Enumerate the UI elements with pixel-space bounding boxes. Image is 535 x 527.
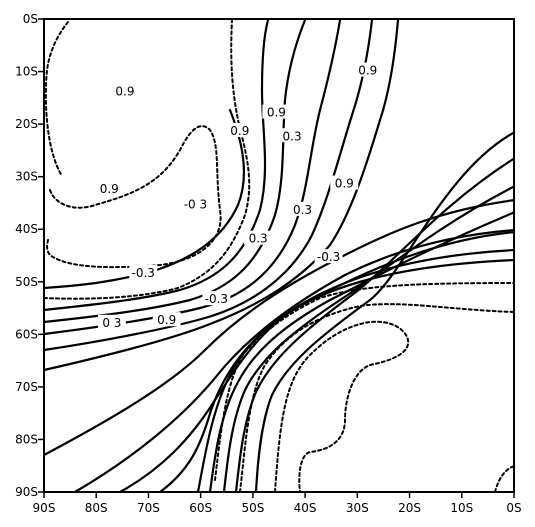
contour-line-positive bbox=[44, 108, 246, 290]
contour-line-negative bbox=[274, 320, 410, 492]
x-tick-label: 80S bbox=[85, 501, 108, 515]
contour-label-background bbox=[288, 201, 317, 216]
y-tick-label: 10S bbox=[15, 65, 38, 79]
y-tick-label: 80S bbox=[15, 432, 38, 446]
y-tick-label: 70S bbox=[15, 380, 38, 394]
contour-label-background bbox=[129, 264, 158, 279]
contour-label: 0.9 bbox=[230, 124, 249, 138]
contour-line-positive bbox=[73, 228, 514, 492]
contour-line-negative bbox=[44, 19, 251, 300]
x-tick-label: 90S bbox=[33, 501, 56, 515]
y-tick-label: 20S bbox=[15, 117, 38, 131]
contour-line-positive bbox=[44, 19, 342, 336]
contour-line-positive bbox=[222, 185, 514, 492]
contour-line-positive bbox=[44, 19, 374, 352]
contour-line-negative bbox=[46, 125, 222, 269]
contour-line-positive bbox=[196, 231, 514, 492]
contour-labels: 0.9 0.9 -0.3 0 3 0.9 -0.3 0.3 0.9 0.9 0.3 0.3 -0.3 -… bbox=[95, 62, 382, 330]
contour-label: 0.3 bbox=[293, 203, 312, 217]
contour-line-positive bbox=[208, 211, 514, 492]
contour-label: 0.9 bbox=[115, 85, 134, 99]
contour-line-negative bbox=[494, 465, 514, 492]
contour-label-background bbox=[278, 128, 307, 143]
contour-line-positive bbox=[44, 19, 270, 312]
contour-label: 0.9 bbox=[358, 64, 377, 78]
contour-label: 0.3 bbox=[249, 232, 268, 246]
contour-label: 0.9 bbox=[157, 313, 176, 327]
y-tick-label: 40S bbox=[15, 222, 38, 236]
contour-line-positive bbox=[44, 199, 514, 457]
contour-label-background bbox=[97, 314, 126, 329]
y-tick-label: 90S bbox=[15, 485, 38, 499]
contour-label: 0.9 bbox=[267, 106, 286, 120]
contour-line-positive bbox=[234, 157, 514, 492]
contour-line-negative bbox=[214, 282, 514, 481]
contour-line-positive bbox=[44, 19, 307, 324]
contour-line-negative bbox=[44, 21, 69, 177]
y-tick-label: 60S bbox=[15, 327, 38, 341]
y-tick-label: 30S bbox=[15, 170, 38, 184]
x-tick-label: 40S bbox=[294, 501, 317, 515]
contour-label: 0.9 bbox=[335, 177, 354, 191]
contour-label: 0.3 bbox=[283, 129, 302, 143]
plot-frame bbox=[43, 18, 515, 493]
contour-label-background bbox=[95, 180, 124, 195]
y-axis: 0S 10S 20S 30S 40S 50S 60S 70S 80S 90S bbox=[15, 12, 44, 499]
x-tick-label: 10S bbox=[450, 501, 473, 515]
x-tick-label: 30S bbox=[346, 501, 369, 515]
contour-label: -0.3 bbox=[132, 266, 155, 280]
contour-label: 0 3 bbox=[102, 316, 121, 330]
y-tick-label: 0S bbox=[23, 12, 38, 26]
contour-label-background bbox=[244, 230, 273, 245]
contour-label-background bbox=[262, 104, 291, 119]
x-tick-label: 70S bbox=[137, 501, 160, 515]
contour-line-positive bbox=[254, 131, 514, 492]
x-axis: 90S 80S 70S 60S 50S 40S 30S 20S 10S 0S bbox=[33, 492, 522, 515]
x-tick-label: 20S bbox=[398, 501, 421, 515]
contour-label-background bbox=[110, 83, 139, 98]
x-tick-label: 0S bbox=[506, 501, 521, 515]
y-tick-label: 50S bbox=[15, 275, 38, 289]
contour-label-background bbox=[330, 175, 359, 190]
contour-label-background bbox=[353, 62, 382, 77]
contour-label-background bbox=[152, 312, 181, 327]
contour-line-positive bbox=[118, 248, 514, 492]
contour-label-background bbox=[314, 249, 343, 264]
contour-label: -0 3 bbox=[184, 198, 207, 212]
contour-label: -0.3 bbox=[317, 250, 340, 264]
contour-label: -0.3 bbox=[205, 292, 228, 306]
contour-line-negative bbox=[239, 303, 514, 492]
contour-label-background bbox=[202, 291, 231, 306]
contour-label-background bbox=[225, 122, 254, 137]
contour-label-background bbox=[181, 196, 210, 211]
x-tick-label: 50S bbox=[241, 501, 264, 515]
x-tick-label: 60S bbox=[189, 501, 212, 515]
contour-label: 0.9 bbox=[100, 182, 119, 196]
